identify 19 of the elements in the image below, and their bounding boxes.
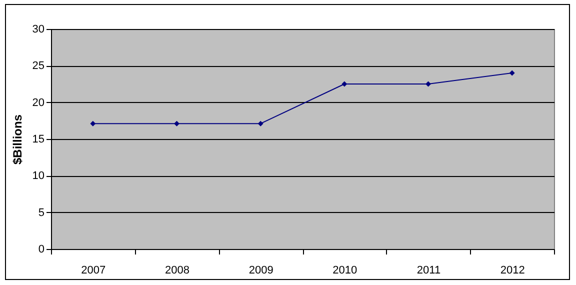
x-tick-label: 2012	[500, 264, 525, 276]
y-tick-label: 10	[32, 170, 44, 182]
y-tick-label: 0	[38, 244, 44, 256]
point	[342, 81, 348, 87]
y-tick-label: 5	[38, 206, 44, 219]
point	[509, 70, 515, 76]
x-tick-label: 2009	[248, 264, 274, 276]
x-tick-label: 2008	[165, 264, 190, 276]
x-tick-label: 2007	[81, 264, 106, 276]
point	[174, 120, 180, 126]
y-tick-label: 15	[32, 134, 44, 146]
x-tick-label: 2010	[332, 264, 358, 276]
point	[90, 120, 96, 126]
y-tick-label: 25	[32, 60, 44, 72]
y-tick-label: 30	[32, 24, 44, 36]
point	[258, 120, 264, 126]
y-axis-title: $Billions	[10, 114, 24, 165]
y-tick-label: 20	[32, 96, 44, 109]
x-tick-label: 2011	[416, 264, 441, 276]
